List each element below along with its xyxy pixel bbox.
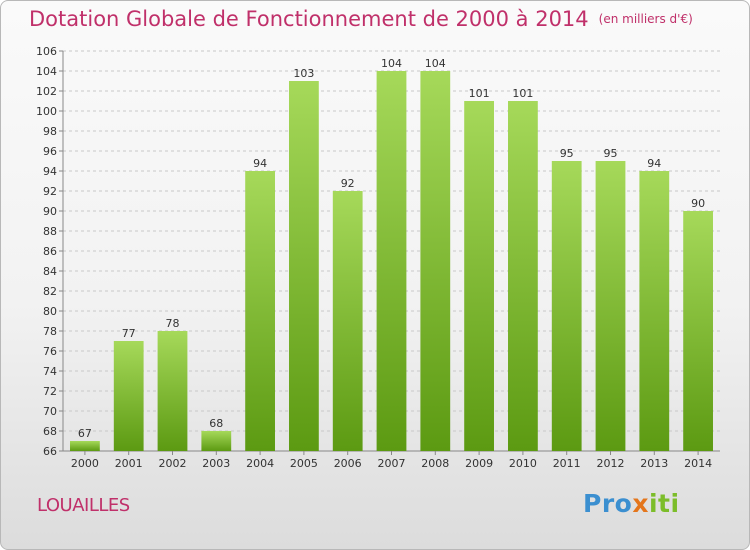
x-tick-label-2012: 2012 — [597, 457, 625, 470]
data-label-2004: 94 — [253, 157, 267, 170]
chart-title: Dotation Globale de Fonctionnement de 20… — [29, 7, 693, 31]
y-tick-label: 72 — [43, 385, 57, 398]
y-tick-label: 104 — [36, 65, 57, 78]
y-tick-label: 84 — [43, 265, 57, 278]
y-tick-label: 80 — [43, 305, 57, 318]
y-tick-label: 68 — [43, 425, 57, 438]
title-text: Dotation Globale de Fonctionnement de 20… — [29, 7, 589, 31]
y-tick-label: 100 — [36, 105, 57, 118]
y-tick-label: 96 — [43, 145, 57, 158]
y-tick-label: 106 — [36, 45, 57, 58]
y-tick-label: 86 — [43, 245, 57, 258]
data-label-2012: 95 — [604, 147, 618, 160]
data-label-2009: 101 — [469, 87, 490, 100]
y-tick-label: 70 — [43, 405, 57, 418]
data-label-2014: 90 — [691, 197, 705, 210]
x-tick-label-2004: 2004 — [246, 457, 274, 470]
bar-2008 — [420, 71, 451, 451]
data-label-2001: 77 — [122, 327, 136, 340]
y-tick-label: 90 — [43, 205, 57, 218]
bar-2009 — [464, 101, 494, 451]
bar-2011 — [551, 161, 582, 451]
x-tick-label-2005: 2005 — [290, 457, 318, 470]
x-tick-label-2006: 2006 — [334, 457, 362, 470]
logo-part-pro: Pro — [583, 489, 633, 518]
x-tick-label-2013: 2013 — [640, 457, 668, 470]
x-tick-label-2007: 2007 — [378, 457, 406, 470]
data-label-2008: 104 — [425, 57, 446, 70]
y-tick-label: 74 — [43, 365, 57, 378]
bar-2013 — [639, 171, 670, 451]
bar-2001 — [113, 341, 144, 451]
x-tick-label-2014: 2014 — [684, 457, 712, 470]
x-tick-label-2002: 2002 — [159, 457, 187, 470]
data-label-2011: 95 — [560, 147, 574, 160]
y-tick-label: 88 — [43, 225, 57, 238]
x-tick-label-2009: 2009 — [465, 457, 493, 470]
bar-2002 — [157, 331, 188, 451]
axis-layer: 66 68 70 72 74 76 78 80 82 84 86 88 90 92 94 96 98 100 102… — [36, 45, 720, 470]
bar-2010 — [508, 101, 538, 451]
y-tick-label: 66 — [43, 445, 57, 458]
bar-2014 — [683, 211, 713, 451]
y-tick-label: 92 — [43, 185, 57, 198]
logo-part-iti: iti — [648, 489, 680, 518]
label-layer: 67 77 78 68 94 103 92 104 104 101 101 95 95 94 90 — [78, 57, 705, 440]
y-tick-label: 76 — [43, 345, 57, 358]
data-label-2010: 101 — [512, 87, 533, 100]
y-tick-label: 94 — [43, 165, 57, 178]
data-label-2003: 68 — [209, 417, 223, 430]
x-tick-label-2003: 2003 — [202, 457, 230, 470]
data-label-2002: 78 — [166, 317, 180, 330]
x-tick-label-2011: 2011 — [553, 457, 581, 470]
y-tick-label: 78 — [43, 325, 57, 338]
data-label-2006: 92 — [341, 177, 355, 190]
x-tick-label-2000: 2000 — [71, 457, 99, 470]
bar-2003 — [201, 431, 232, 451]
bar-2005 — [289, 81, 319, 451]
bar-2000 — [70, 441, 100, 451]
bar-2007 — [376, 71, 407, 451]
bar-2012 — [595, 161, 626, 451]
bar-2004 — [245, 171, 275, 451]
x-tick-label-2010: 2010 — [509, 457, 537, 470]
y-tick-label: 102 — [36, 85, 57, 98]
y-tick-label: 98 — [43, 125, 57, 138]
x-tick-label-2008: 2008 — [421, 457, 449, 470]
data-label-2007: 104 — [381, 57, 402, 70]
data-label-2013: 94 — [647, 157, 661, 170]
bar-layer — [70, 71, 713, 451]
bar-2006 — [332, 191, 363, 451]
commune-name: LOUAILLES — [37, 495, 130, 516]
proxiti-logo[interactable]: Proxiti — [583, 489, 680, 518]
data-label-2000: 67 — [78, 427, 92, 440]
x-tick-label-2001: 2001 — [115, 457, 143, 470]
data-label-2005: 103 — [293, 67, 314, 80]
title-unit: (en milliers d'€) — [598, 12, 693, 26]
logo-part-x: x — [632, 489, 649, 518]
y-tick-label: 82 — [43, 285, 57, 298]
